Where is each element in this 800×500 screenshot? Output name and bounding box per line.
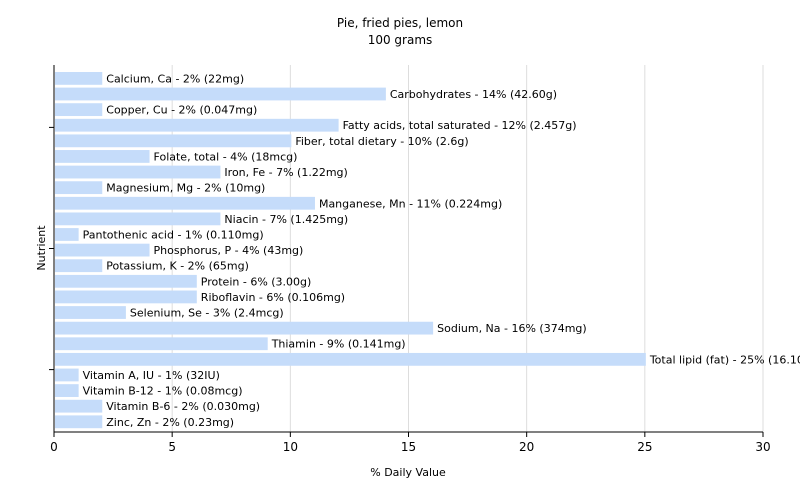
bar-11 [55,243,150,257]
bar-label-11: Phosphorus, P - 4% (43mg) [154,244,304,257]
bar-label-0: Calcium, Ca - 2% (22mg) [106,72,244,85]
x-tick-label-0: 0 [50,440,58,454]
bar-label-5: Folate, total - 4% (18mcg) [154,150,298,163]
x-tick-label-4: 20 [519,440,534,454]
bar-22 [55,415,103,429]
bar-7 [55,181,103,195]
bar-label-22: Zinc, Zn - 2% (0.23mg) [106,416,234,429]
bar-18 [55,352,646,366]
bar-label-16: Sodium, Na - 16% (374mg) [437,322,587,335]
bar-4 [55,134,292,148]
bar-label-2: Copper, Cu - 2% (0.047mg) [106,104,257,117]
bar-label-14: Riboflavin - 6% (0.106mg) [201,291,345,304]
x-tick-label-3: 15 [401,440,416,454]
bar-0 [55,72,103,85]
x-tick-label-1: 5 [168,440,176,454]
y-axis-label: Nutrient [35,225,48,271]
bar-label-4: Fiber, total dietary - 10% (2.6g) [295,135,468,148]
bar-13 [55,274,197,288]
bar-14 [55,290,197,304]
bar-label-9: Niacin - 7% (1.425mg) [224,213,348,226]
chart-subtitle: 100 grams [368,33,433,47]
bar-9 [55,212,221,226]
x-tick-label-2: 10 [283,440,298,454]
bar-label-3: Fatty acids, total saturated - 12% (2.45… [343,119,577,132]
bar-label-17: Thiamin - 9% (0.141mg) [271,338,406,351]
bar-16 [55,321,434,335]
bar-2 [55,103,103,117]
chart-title: Pie, fried pies, lemon [337,16,463,30]
bar-label-6: Iron, Fe - 7% (1.22mg) [224,166,347,179]
bar-label-15: Selenium, Se - 3% (2.4mcg) [130,307,284,320]
bar-label-10: Pantothenic acid - 1% (0.110mg) [83,228,264,241]
bar-3 [55,118,339,132]
bar-10 [55,228,79,241]
bar-21 [55,399,103,413]
bar-20 [55,384,79,397]
bar-6 [55,165,221,179]
bar-label-13: Protein - 6% (3.00g) [201,275,312,288]
bar-1 [55,87,386,101]
bar-19 [55,368,79,382]
bar-15 [55,306,126,319]
bar-label-8: Manganese, Mn - 11% (0.224mg) [319,197,502,210]
bar-12 [55,259,103,273]
bar-label-19: Vitamin A, IU - 1% (32IU) [83,369,220,382]
bar-label-20: Vitamin B-12 - 1% (0.08mcg) [83,385,243,398]
x-tick-label-6: 30 [755,440,770,454]
bar-label-18: Total lipid (fat) - 25% (16.10g) [649,353,800,366]
bar-label-7: Magnesium, Mg - 2% (10mg) [106,182,265,195]
x-axis-label: % Daily Value [370,466,446,479]
x-axis-ticks: 0 5 10 15 20 25 30 [50,432,771,454]
bar-5 [55,150,150,163]
bar-17 [55,337,268,351]
x-tick-label-5: 25 [637,440,652,454]
bars: Calcium, Ca - 2% (22mg) Carbohydrates - 1… [55,72,800,429]
bar-label-21: Vitamin B-6 - 2% (0.030mg) [106,400,260,413]
bar-label-1: Carbohydrates - 14% (42.60g) [390,88,557,101]
bar-8 [55,196,315,210]
bar-label-12: Potassium, K - 2% (65mg) [106,260,249,273]
